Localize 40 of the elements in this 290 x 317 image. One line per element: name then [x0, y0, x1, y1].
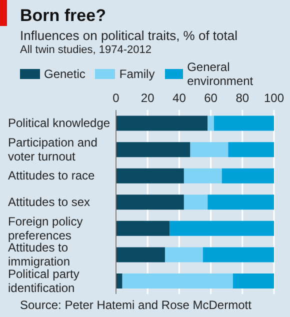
source-note: Source: Peter Hatemi and Rose McDermott [19, 298, 252, 312]
bar [208, 194, 274, 210]
bar [116, 194, 184, 210]
bar [208, 116, 214, 131]
chart-title: Born free? [19, 5, 107, 26]
y-tick-label: Participation and voter turnout [8, 135, 98, 164]
bar [116, 273, 122, 288]
x-tick-label: 40 [172, 91, 186, 105]
y-tick-label: Political party identification [8, 266, 80, 295]
text: All twin studies, 1974-2012 [19, 44, 152, 56]
bar [116, 116, 208, 131]
x-tick-label: 20 [140, 91, 155, 105]
y-tick-label: Attitudes to immigration [8, 240, 70, 269]
bar [184, 194, 208, 210]
x-tick-label: 80 [236, 91, 250, 105]
bar [202, 247, 274, 262]
bar [214, 116, 274, 131]
bar [116, 142, 190, 158]
x-tick-label: 60 [204, 91, 218, 105]
bar [164, 247, 203, 262]
legend-label: Genetic [44, 67, 86, 81]
x-tick-label: 0 [112, 91, 120, 105]
y-tick-label: Attitudes to race [8, 168, 96, 183]
y-tick-label: Political knowledge [8, 116, 110, 130]
bar [232, 273, 274, 288]
bar [116, 220, 170, 236]
bar [184, 168, 222, 184]
bar [170, 220, 274, 236]
bar [122, 273, 233, 288]
bar [116, 168, 184, 184]
bar [116, 247, 165, 262]
legend-label: General environment [187, 60, 254, 88]
y-tick-label: Attitudes to sex [8, 195, 90, 209]
x-tick-label: 100 [264, 91, 284, 105]
bar [228, 142, 274, 158]
bar [222, 168, 274, 184]
bar [190, 142, 228, 158]
y-tick-label: Foreign policy preferences [8, 214, 83, 242]
legend-label: Family [119, 67, 155, 81]
chart-subtitle: Influences on political traits, % of total [19, 28, 239, 43]
